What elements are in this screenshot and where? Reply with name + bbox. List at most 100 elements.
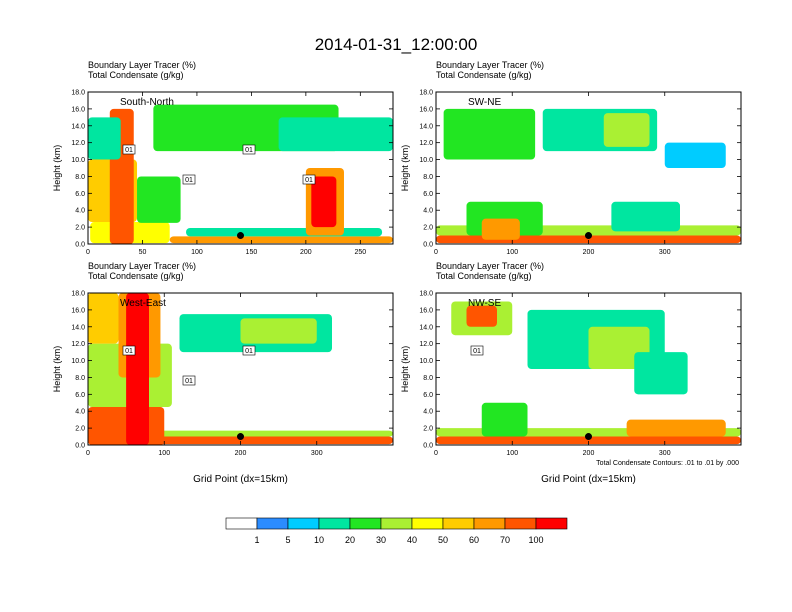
y-tick-label: 0.0: [423, 443, 433, 450]
contour-label: 01: [245, 348, 253, 355]
contour-label-box: [302, 174, 316, 185]
contour-label-box: [470, 345, 484, 356]
tracer-region: [169, 236, 393, 244]
tracer-field: [436, 301, 741, 445]
panel-south-north: Boundary Layer Tracer (%)Total Condensat…: [52, 60, 394, 256]
tracer-region: [311, 176, 337, 228]
y-tick-label: 16.0: [419, 106, 433, 113]
y-axis-label: Height (km): [400, 346, 410, 393]
x-tick-label: 100: [506, 450, 518, 457]
contour-label: 01: [473, 348, 481, 355]
contour-label-box: [242, 345, 256, 356]
y-tick-label: 12.0: [71, 341, 85, 348]
contour-label: 01: [305, 177, 313, 184]
y-tick-label: 16.0: [71, 307, 85, 314]
tracer-region: [240, 318, 317, 344]
marker-dot: [585, 232, 592, 240]
contour-label: 01: [125, 147, 133, 154]
tracer-region: [443, 108, 536, 160]
contour-label: 01: [245, 147, 253, 154]
y-tick-label: 10.0: [419, 157, 433, 164]
contour-label-box: [122, 144, 136, 155]
tracer-region: [88, 117, 121, 160]
y-tick-label: 16.0: [419, 307, 433, 314]
x-tick-label: 0: [86, 450, 90, 457]
y-tick-label: 14.0: [419, 324, 433, 331]
marker-dot: [585, 433, 592, 441]
y-axis-label: Height (km): [52, 145, 62, 192]
colorbar-swatch: [256, 517, 289, 530]
tracer-region: [88, 293, 119, 344]
contour-labels: 01: [470, 345, 484, 356]
y-tick-label: 16.0: [71, 106, 85, 113]
colorbar-swatch: [225, 517, 258, 530]
panel-subtitle: Total Condensate (g/kg): [436, 70, 532, 80]
y-tick-label: 8.0: [423, 174, 433, 181]
y-tick-label: 6.0: [75, 392, 85, 399]
x-tick-label: 150: [246, 249, 258, 256]
colorbar-label: 30: [376, 535, 386, 545]
tracer-region: [466, 305, 497, 327]
contour-label: 01: [185, 177, 193, 184]
y-tick-label: 8.0: [423, 375, 433, 382]
y-tick-label: 0.0: [75, 242, 85, 249]
tracer-region: [481, 218, 520, 240]
colorbar-swatch: [287, 517, 320, 530]
y-tick-label: 14.0: [71, 123, 85, 130]
colorbar-swatch: [504, 517, 537, 530]
colorbar-label: 100: [528, 535, 543, 545]
colorbar-label: 20: [345, 535, 355, 545]
contour-label-box: [242, 144, 256, 155]
x-tick-label: 0: [434, 450, 438, 457]
colorbar-swatch: [349, 517, 382, 530]
y-tick-label: 0.0: [75, 443, 85, 450]
tracer-field: [88, 104, 393, 244]
y-tick-label: 6.0: [75, 191, 85, 198]
panel-label: West-East: [120, 298, 166, 309]
y-tick-label: 12.0: [419, 341, 433, 348]
tracer-region: [626, 419, 726, 437]
x-tick-label: 200: [235, 450, 247, 457]
tracer-field: [436, 108, 741, 244]
tracer-region: [664, 142, 726, 168]
y-tick-label: 18.0: [71, 90, 85, 97]
x-tick-label: 300: [311, 450, 323, 457]
tracer-region: [634, 352, 688, 395]
y-tick-label: 2.0: [75, 426, 85, 433]
tracer-region: [278, 117, 393, 152]
colorbar-label: 10: [314, 535, 324, 545]
colorbar-swatch: [473, 517, 506, 530]
x-tick-label: 50: [139, 249, 147, 256]
colorbar-label: 1: [254, 535, 259, 545]
panel-subtitle: Total Condensate (g/kg): [436, 271, 532, 281]
y-tick-label: 12.0: [71, 140, 85, 147]
colorbar-swatch: [380, 517, 413, 530]
x-tick-label: 200: [583, 450, 595, 457]
marker-dot: [237, 232, 244, 240]
y-tick-label: 10.0: [71, 358, 85, 365]
tracer-region: [603, 113, 650, 147]
panel-subtitle: Boundary Layer Tracer (%): [436, 261, 544, 271]
y-tick-label: 14.0: [71, 324, 85, 331]
y-tick-label: 2.0: [75, 225, 85, 232]
y-axis-label: Height (km): [52, 346, 62, 393]
y-tick-label: 4.0: [423, 208, 433, 215]
y-tick-label: 4.0: [423, 409, 433, 416]
x-axis-label: Grid Point (dx=15km): [193, 474, 288, 485]
x-tick-label: 300: [659, 249, 671, 256]
y-tick-label: 2.0: [423, 426, 433, 433]
colorbar-swatch: [318, 517, 351, 530]
panel-nw-se: Boundary Layer Tracer (%)Total Condensat…: [400, 261, 742, 485]
contour-label: 01: [125, 348, 133, 355]
contour-footnote: Total Condensate Contours: .01 to .01 by…: [596, 460, 739, 467]
x-tick-label: 300: [659, 450, 671, 457]
panel-subtitle: Total Condensate (g/kg): [88, 70, 184, 80]
contour-label: 01: [185, 378, 193, 385]
tracer-field: [88, 293, 393, 445]
x-tick-label: 250: [354, 249, 366, 256]
colorbar-label: 40: [407, 535, 417, 545]
colorbar-label: 60: [469, 535, 479, 545]
colorbar-swatch: [411, 517, 444, 530]
y-tick-label: 18.0: [71, 291, 85, 298]
y-tick-label: 6.0: [423, 191, 433, 198]
